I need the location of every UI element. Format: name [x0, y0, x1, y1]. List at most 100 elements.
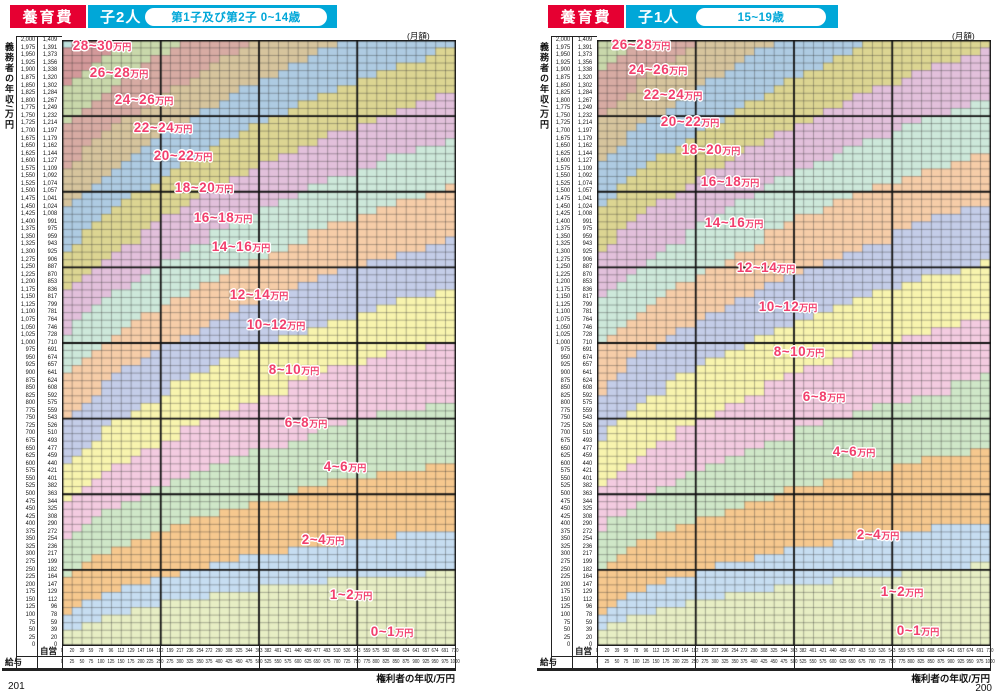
- x-tick-self-employed: 78: [98, 647, 104, 654]
- y-tick-self-employed: 906: [47, 255, 58, 263]
- y-tick-salary: 1,025: [20, 331, 36, 339]
- y-tick-self-employed: 401: [582, 474, 593, 482]
- y-tick-salary: 775: [25, 406, 36, 414]
- x-tick-salary: 300: [711, 658, 719, 665]
- band-range-label: 2~4万円: [856, 527, 900, 542]
- x-tick-self-employed: 308: [225, 647, 233, 654]
- y-tick-self-employed: 363: [582, 489, 593, 497]
- y-axis-self-employed-ticks: 1,409 1,391 1,373 1,356 1,338 1,320 1,302 1,284…: [38, 36, 59, 649]
- y-tick-self-employed: 1,409: [42, 36, 58, 44]
- x-tick-salary: 100: [632, 658, 640, 665]
- y-tick-salary: 1,525: [20, 179, 36, 187]
- y-tick-salary: 800: [25, 399, 36, 407]
- y-tick-salary: 975: [25, 346, 36, 354]
- y-tick-salary: 1,100: [20, 308, 36, 316]
- y-tick-salary: 975: [560, 346, 571, 354]
- band-range-label: 26~28万円: [89, 65, 149, 80]
- x-tick-self-employed: 641: [947, 647, 955, 654]
- y-tick-self-employed: 1,320: [577, 74, 593, 81]
- y-tick-salary: 1,175: [555, 285, 571, 293]
- axis-frame-line: [356, 645, 358, 668]
- x-tick-self-employed: 236: [721, 647, 729, 654]
- y-tick-self-employed: 887: [582, 263, 593, 271]
- band-range-label: 6~8万円: [802, 389, 846, 404]
- y-tick-salary: 250: [560, 565, 571, 573]
- y-tick-salary: 350: [25, 535, 36, 543]
- y-tick-salary: 1,800: [555, 96, 571, 104]
- x-tick-self-employed: 39: [79, 647, 84, 654]
- x-tick-salary: 275: [166, 658, 174, 665]
- y-tick-salary: 800: [560, 399, 571, 407]
- y-tick-self-employed: 440: [47, 459, 58, 467]
- y-tick-salary: 1,675: [20, 134, 36, 142]
- y-tick-self-employed: 1,024: [577, 202, 593, 210]
- y-tick-salary: 875: [560, 376, 571, 384]
- y-tick-self-employed: 459: [47, 452, 58, 460]
- y-tick-self-employed: 1,356: [42, 58, 58, 66]
- y-tick-salary: 1,525: [555, 179, 571, 187]
- y-tick-self-employed: 799: [47, 300, 58, 308]
- y-tick-self-employed: 526: [582, 421, 593, 429]
- y-tick-salary: 650: [560, 444, 571, 452]
- y-tick-self-employed: 1,008: [42, 210, 58, 218]
- y-tick-salary: 1,750: [555, 111, 571, 119]
- x-tick-salary: 50: [614, 658, 619, 665]
- band-range-label: 4~6万円: [832, 444, 876, 459]
- x-tick-self-employed: 147: [137, 647, 145, 654]
- y-tick-self-employed: 991: [47, 217, 58, 225]
- y-tick-self-employed: 382: [582, 482, 593, 490]
- x-tick-self-employed: 421: [284, 647, 292, 654]
- y-tick-self-employed: 421: [47, 467, 58, 475]
- y-tick-salary: 1,475: [20, 195, 36, 202]
- monthly-amount-note: (月額): [952, 31, 975, 41]
- y-tick-self-employed: 78: [585, 610, 593, 618]
- y-tick-salary: 1,950: [20, 51, 36, 59]
- band-range-label: 22~24万円: [133, 120, 193, 135]
- y-tick-salary: 1,450: [555, 202, 571, 210]
- y-tick-salary: 300: [25, 550, 36, 558]
- x-tick-salary: 825: [382, 658, 390, 665]
- y-tick-self-employed: 1,092: [42, 172, 58, 180]
- x-tick-self-employed: 575: [372, 647, 380, 654]
- y-tick-salary: 1,750: [20, 111, 36, 119]
- x-tick-salary: 575: [819, 658, 827, 665]
- y-tick-self-employed: 1,267: [577, 96, 593, 104]
- y-tick-salary: 1,625: [555, 149, 571, 157]
- y-tick-self-employed: 592: [47, 391, 58, 399]
- x-tick-salary: 775: [898, 658, 906, 665]
- y-tick-self-employed: 182: [47, 565, 58, 573]
- x-tick-salary: 900: [947, 658, 955, 665]
- x-tick-self-employed: 440: [294, 647, 302, 654]
- y-tick-self-employed: 1,041: [42, 195, 58, 202]
- y-tick-salary: 1,700: [20, 126, 36, 134]
- y-tick-salary: 1,575: [20, 164, 36, 172]
- y-tick-salary: 1,325: [20, 240, 36, 248]
- x-tick-self-employed: 254: [196, 647, 204, 654]
- y-tick-self-employed: 526: [47, 421, 58, 429]
- x-tick-salary: 525: [799, 658, 807, 665]
- y-tick-self-employed: 147: [47, 580, 58, 588]
- y-tick-salary: 575: [560, 467, 571, 475]
- y-tick-salary: 75: [28, 618, 36, 626]
- x-tick-self-employed: 559: [898, 647, 906, 654]
- y-tick-salary: 300: [560, 550, 571, 558]
- x-tick-salary: 950: [966, 658, 974, 665]
- x-tick-salary: 925: [957, 658, 965, 665]
- y-tick-self-employed: 459: [582, 452, 593, 460]
- band-range-label: 0~1万円: [896, 623, 940, 638]
- x-tick-salary: 50: [79, 658, 84, 665]
- y-tick-salary: 125: [560, 603, 571, 611]
- x-tick-self-employed: 217: [711, 647, 719, 654]
- y-tick-self-employed: 1,074: [42, 179, 58, 187]
- y-tick-salary: 650: [25, 444, 36, 452]
- band-range-label: 16~18万円: [193, 210, 253, 225]
- y-tick-self-employed: 641: [47, 368, 58, 376]
- y-tick-self-employed: 1,232: [42, 111, 58, 119]
- y-tick-self-employed: 1,214: [42, 119, 58, 127]
- y-tick-salary: 1,400: [555, 217, 571, 225]
- x-tick-salary: 125: [107, 658, 115, 665]
- y-tick-self-employed: 20: [50, 633, 58, 641]
- x-tick-salary: 225: [681, 658, 689, 665]
- y-tick-salary: 750: [25, 414, 36, 422]
- band-range-label: 0~1万円: [370, 624, 414, 639]
